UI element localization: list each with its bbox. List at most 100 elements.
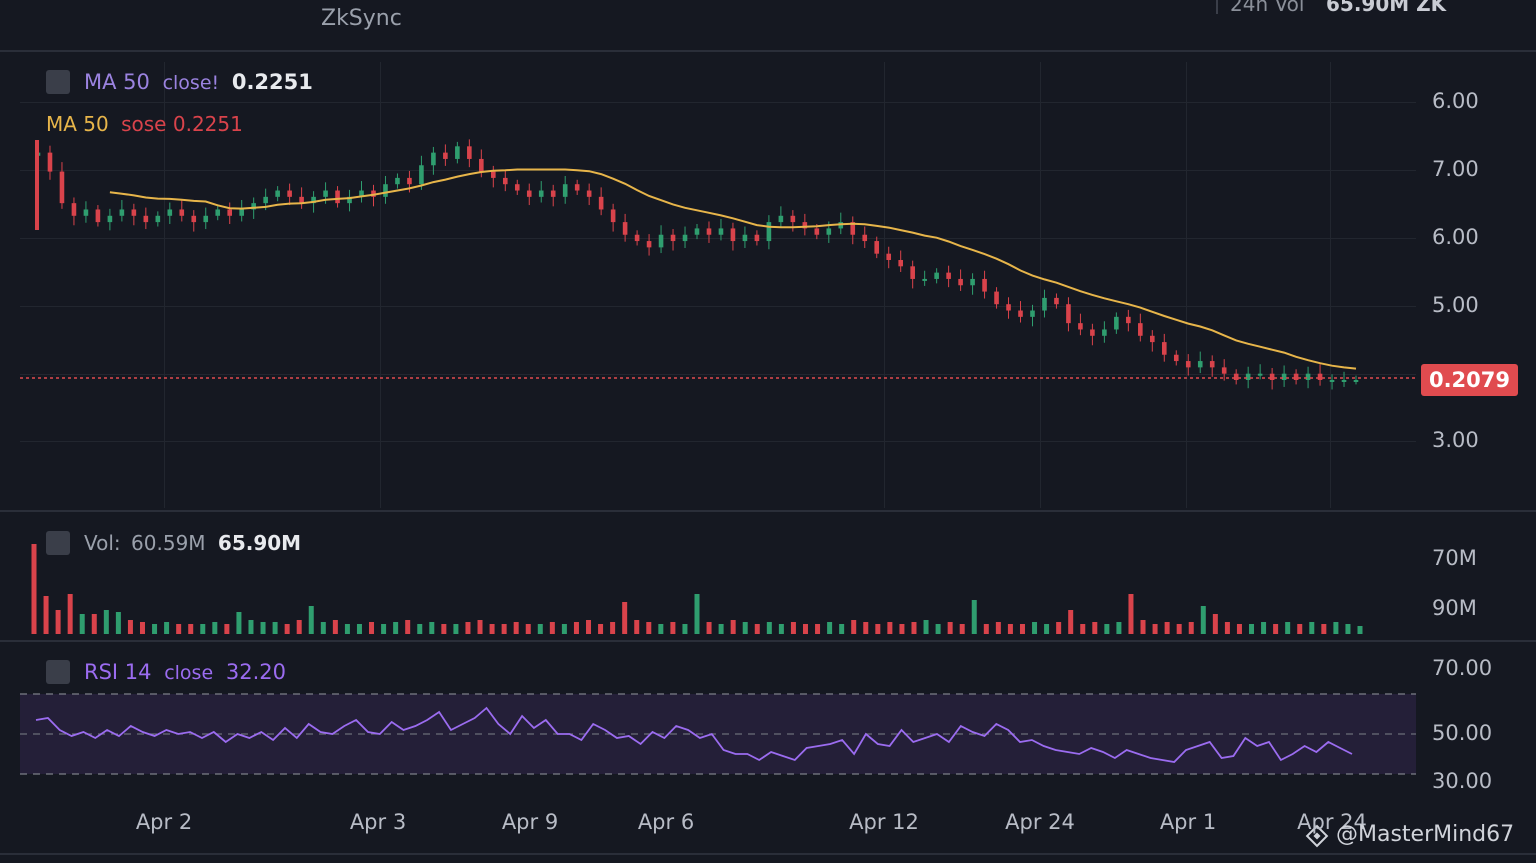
candle-body [946, 272, 951, 279]
candle-body [1138, 323, 1143, 336]
volume-bar [983, 624, 989, 634]
candle-body [694, 228, 700, 235]
volume-bar [441, 624, 447, 634]
candle-body [143, 215, 149, 223]
volume-bar [332, 620, 338, 634]
candle-body [622, 222, 628, 235]
volume-bar [815, 624, 821, 634]
volume-bar [754, 624, 760, 634]
legend-toggle-rsi[interactable] [46, 660, 70, 684]
rsi-line [35, 706, 1353, 763]
volume-axis-label: 70M [1432, 546, 1477, 570]
volume-bar [465, 622, 471, 634]
legend-toggle-ma[interactable] [46, 70, 70, 94]
volume-bar [1273, 624, 1279, 634]
volume-bar [139, 622, 145, 634]
price-axis-label: 3.00 [1432, 428, 1479, 452]
candle-body [826, 228, 832, 235]
candle-body [922, 278, 927, 281]
volume-bar [260, 622, 266, 634]
candle-body [1161, 342, 1167, 355]
volume-bar [658, 624, 664, 634]
volume-bar [1249, 624, 1255, 634]
volume-bar [947, 622, 953, 634]
candle-body [1173, 354, 1179, 362]
candle-body [71, 203, 77, 216]
candle-body [1197, 361, 1203, 368]
candle-body [455, 146, 460, 159]
candle-body [1030, 310, 1035, 317]
volume-bar [670, 622, 676, 634]
volume-bar [766, 622, 772, 634]
candle-body [802, 222, 808, 229]
candle-body [239, 209, 244, 216]
candle-body [886, 253, 892, 260]
price-axis-label: 6.00 [1432, 225, 1479, 249]
volume-bar [296, 620, 302, 634]
volume-bar [43, 596, 49, 634]
bottom-separator [0, 853, 1536, 855]
volume-bar [1092, 622, 1098, 634]
volume-bar [405, 620, 411, 634]
candle-body [718, 228, 724, 235]
grid-line-horizontal [20, 374, 1416, 375]
candle-body [323, 190, 328, 197]
candle-body [59, 171, 65, 204]
legend-toggle-volume[interactable] [46, 531, 70, 555]
volume-bar [971, 600, 977, 634]
volume-bar [598, 624, 604, 634]
candle-body [1150, 335, 1155, 343]
volume-axis-label: 90M [1432, 596, 1477, 620]
volume-bar [1321, 624, 1327, 634]
volume-bar [1236, 624, 1242, 634]
rsi-legend-source: close [164, 662, 214, 684]
candle-body [107, 215, 113, 223]
candle-body [347, 196, 352, 204]
volume-bar [513, 622, 519, 634]
grid-line-vertical [1186, 62, 1187, 508]
volume-legend-value-2: 65.90M [217, 531, 302, 555]
time-axis-label: Apr 3 [349, 810, 407, 834]
volume-bar [682, 624, 688, 634]
candle-body [491, 171, 496, 178]
candle-body [311, 196, 316, 204]
candle-body [1269, 373, 1275, 380]
ma-legend: MA 50 sose 0.2251 [46, 112, 243, 136]
grid-line-horizontal [20, 170, 1416, 171]
candle-body [814, 228, 820, 235]
candle-body [83, 209, 89, 216]
candle-body [1257, 373, 1263, 376]
ma-legend-source: sose [121, 112, 167, 136]
candle-body [1233, 373, 1239, 380]
candle-body [215, 209, 221, 216]
grid-line-vertical [164, 62, 165, 508]
volume-bar [742, 622, 748, 634]
candle-body [371, 190, 376, 197]
candle-body [610, 209, 616, 223]
candle-body [874, 241, 880, 254]
time-axis-label: Apr 2 [135, 810, 193, 834]
candle-body [1293, 373, 1299, 380]
grid-line-horizontal [20, 102, 1416, 103]
candle-body [562, 184, 568, 197]
candle-body [754, 234, 760, 242]
volume-bar [248, 620, 254, 634]
volume-bar [1333, 622, 1339, 634]
candle-body [383, 184, 388, 197]
volume-bar [1007, 624, 1013, 634]
candle-body [862, 234, 868, 242]
grid-line-vertical [1040, 62, 1041, 508]
volume-bar [863, 622, 869, 634]
candle-body [982, 278, 987, 292]
volume-bar [1080, 624, 1086, 634]
volume-legend-value-1: 60.59M [131, 531, 206, 555]
volume-bar [959, 624, 965, 634]
volume-bar [489, 624, 495, 634]
volume-bar [200, 624, 206, 634]
candle-body [526, 190, 532, 197]
watermark-text: @MasterMind67 [1336, 822, 1515, 847]
candle-body [1090, 329, 1095, 336]
candle-body [203, 215, 209, 223]
grid-line-horizontal [20, 306, 1416, 307]
